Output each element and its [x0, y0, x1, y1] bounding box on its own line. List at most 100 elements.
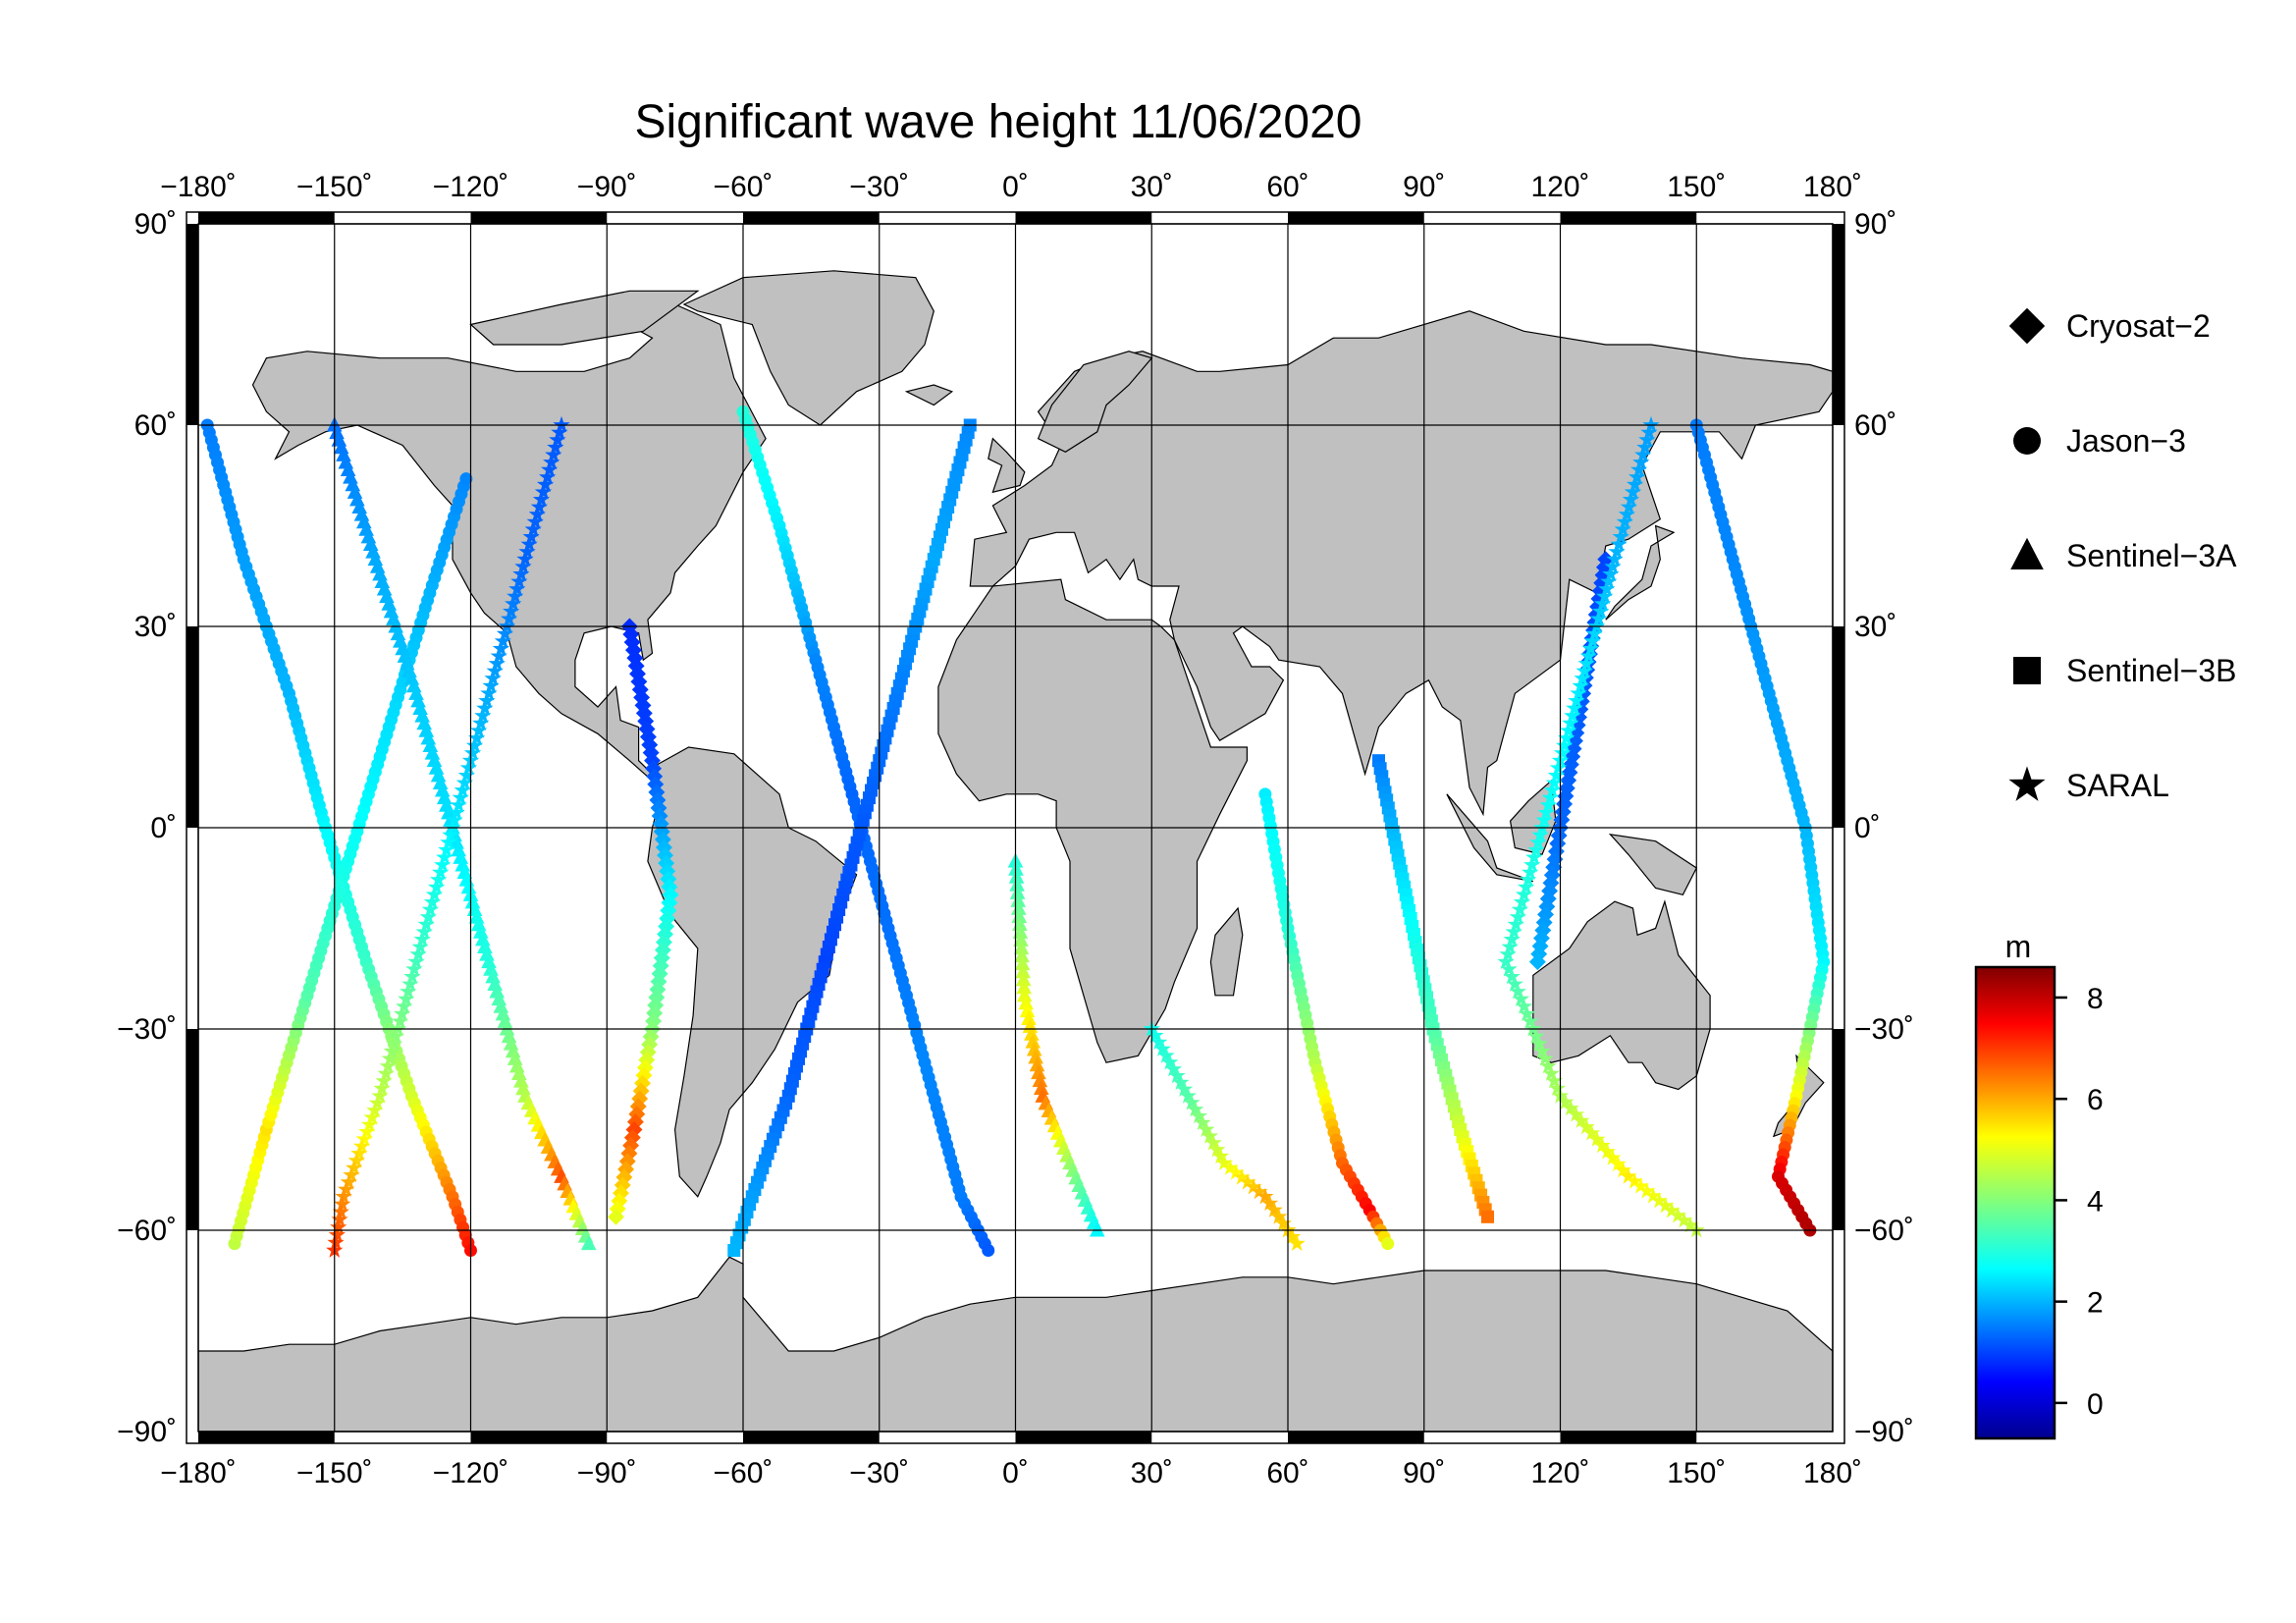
lon-tick-label: 0˚: [1002, 171, 1029, 203]
track-point: [381, 1050, 399, 1066]
lat-tick-label: 60˚: [134, 409, 177, 442]
track-point: [360, 1115, 379, 1132]
track-point: [366, 1101, 384, 1118]
track-point: [1015, 963, 1031, 979]
track-point: [1270, 1208, 1288, 1224]
track-point: [1577, 1117, 1595, 1135]
track-point: [1527, 840, 1545, 858]
track-point: [425, 886, 444, 902]
track-point: [400, 982, 417, 1000]
track-point: [634, 1074, 651, 1092]
track-point: [1147, 1026, 1164, 1044]
track-point: [1595, 559, 1613, 576]
track-point: [1533, 818, 1551, 836]
track-point: [1517, 878, 1535, 895]
frame-segment: [743, 1432, 880, 1443]
track-point: [1565, 740, 1582, 758]
track-point: [1265, 1201, 1283, 1217]
track-point: [1618, 506, 1635, 522]
track-point: [1541, 788, 1559, 805]
track-point: [1239, 1173, 1256, 1190]
track-point: [1530, 946, 1548, 963]
track-point: [516, 550, 534, 567]
track-point: [476, 699, 494, 716]
track-point: [1515, 998, 1533, 1014]
track-point: [330, 1218, 347, 1235]
track-point: [1533, 1042, 1551, 1059]
track-point: [547, 438, 564, 456]
track-point: [530, 498, 548, 514]
track-point: [332, 1203, 349, 1219]
track-point: [1513, 893, 1531, 910]
frame-segment: [198, 1432, 335, 1443]
track-point: [1583, 632, 1601, 649]
track-point: [614, 1176, 631, 1194]
frame-segment: [1288, 1432, 1424, 1443]
lon-tick-label: 150˚: [1667, 171, 1726, 203]
track-point: [355, 1130, 373, 1147]
track-point: [1089, 1221, 1105, 1237]
track-point: [419, 908, 437, 925]
lon-tick-label: −180˚: [160, 1457, 237, 1489]
track-point: [1034, 1079, 1049, 1095]
track-point: [1642, 415, 1660, 433]
track-4: [608, 618, 679, 1225]
track-point: [1561, 764, 1578, 782]
track-point: [553, 415, 570, 433]
track-point: [1636, 438, 1654, 456]
square-marker-icon: [2013, 657, 2041, 684]
track-point: [551, 423, 568, 440]
track-13: [1497, 415, 1705, 1238]
track-point: [482, 676, 500, 694]
track-point: [385, 1035, 402, 1052]
track-point: [1535, 914, 1553, 931]
track-point: [1581, 639, 1599, 657]
legend-item-star: SARAL: [2008, 766, 2169, 803]
track-point: [1029, 1056, 1045, 1072]
track-point: [660, 870, 677, 888]
track-7: [1007, 852, 1105, 1237]
track-point: [580, 1235, 597, 1251]
track-point: [627, 657, 645, 675]
lat-tick-label: −30˚: [117, 1013, 177, 1046]
frame-segment: [1288, 212, 1424, 224]
track-point: [512, 565, 530, 582]
track-point: [505, 595, 522, 612]
track-point: [630, 673, 648, 690]
track-point: [413, 930, 431, 947]
track-point: [1598, 579, 1616, 597]
track-point: [421, 900, 439, 917]
track-point: [1245, 1178, 1262, 1195]
frame-segment: [1560, 212, 1697, 224]
track-point: [1630, 460, 1648, 477]
track-point: [452, 788, 469, 805]
legend-item-circle: Jason−3: [2013, 423, 2186, 459]
frame-segment: [470, 1432, 608, 1443]
track-point: [1558, 729, 1575, 746]
track-point: [1573, 1111, 1590, 1128]
track-point: [352, 1137, 371, 1154]
land-iceland: [904, 384, 954, 406]
track-point: [1560, 722, 1577, 738]
track-point: [522, 527, 540, 545]
track-point: [1593, 1136, 1611, 1154]
track-point: [389, 1019, 407, 1037]
track-point: [1535, 811, 1553, 828]
track-point: [618, 1153, 636, 1170]
track-point: [1009, 876, 1025, 892]
lon-tick-label: 60˚: [1266, 1457, 1308, 1489]
track-point: [1634, 446, 1652, 462]
legend-item-label: Jason−3: [2066, 423, 2186, 459]
track-point: [1545, 774, 1563, 790]
track-point: [629, 1098, 647, 1115]
track-point: [1545, 1072, 1563, 1089]
colorbar-tick-label: 6: [2087, 1084, 2104, 1116]
track-point: [403, 967, 421, 985]
track-point: [436, 848, 454, 865]
track-point: [1018, 995, 1034, 1010]
track-point: [1644, 1187, 1662, 1204]
track-point: [1500, 960, 1518, 977]
track-point: [611, 1192, 628, 1210]
track-point: [1528, 953, 1546, 971]
track-point: [466, 736, 484, 753]
